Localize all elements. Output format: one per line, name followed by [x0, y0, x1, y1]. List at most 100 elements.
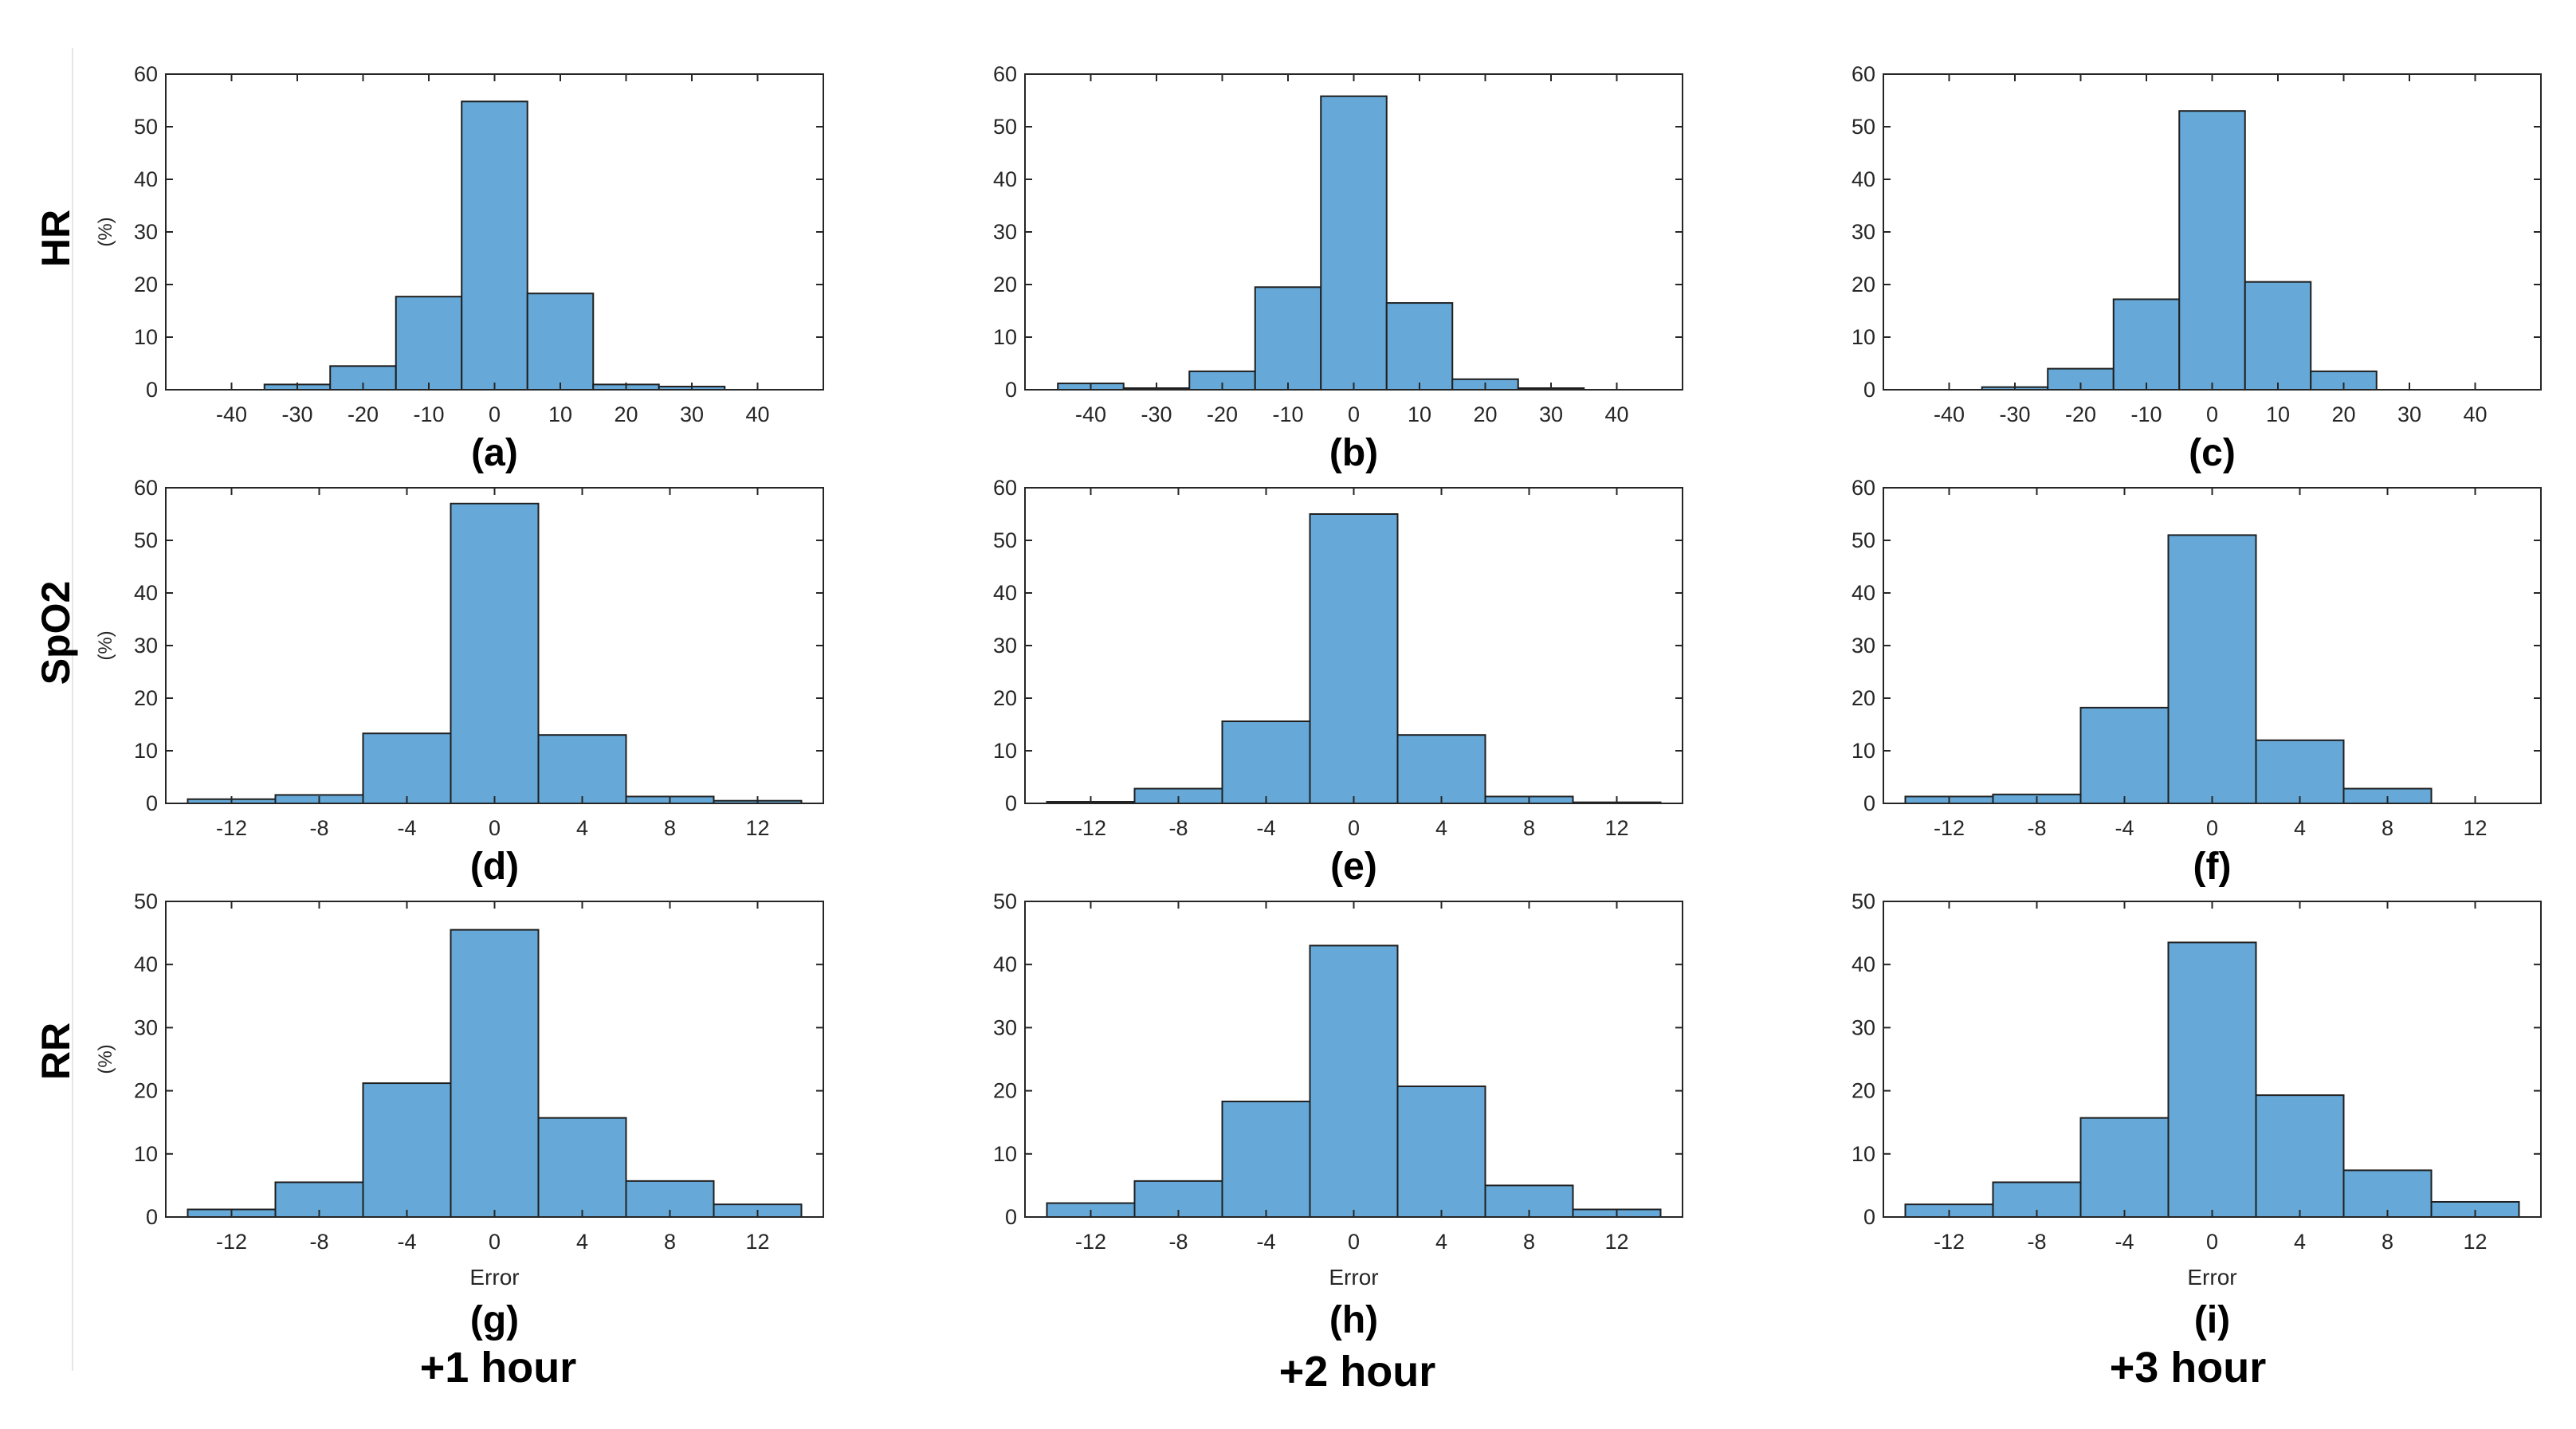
y-tick-label: 10	[993, 739, 1017, 763]
x-tick-label: -20	[1207, 402, 1238, 426]
y-tick-label: 20	[1852, 686, 1875, 710]
x-tick-label: -30	[1141, 402, 1172, 426]
histogram-bar	[1396, 1085, 1486, 1219]
x-tick-label: 12	[1604, 1230, 1628, 1254]
x-tick-label: 4	[2294, 1230, 2306, 1254]
x-tick-label: 12	[2463, 1230, 2487, 1254]
y-tick-label: 0	[1863, 791, 1875, 815]
y-tick-label: 50	[134, 889, 158, 913]
x-tick-label: 4	[2294, 816, 2306, 840]
x-tick-label: 0	[1348, 1230, 1360, 1254]
y-tick-label: 10	[1852, 325, 1875, 349]
panel-label: (f)	[2193, 846, 2232, 888]
x-tick-label: 12	[2463, 816, 2487, 840]
x-tick-label: -8	[1168, 1230, 1188, 1254]
histogram-panel: 0 10 20 30 40 50 60 -40 -30 -20 -10 0 10 20 30 40 (b)	[993, 62, 1683, 474]
histogram-panel: 0 10 20 30 40 50 -12 -8 -4 0 4 8 12 Error (i)	[1852, 889, 2542, 1341]
y-tick-label: 30	[1852, 220, 1875, 244]
x-tick-label: -12	[1075, 1230, 1106, 1254]
y-tick-label: 40	[993, 952, 1017, 976]
y-tick-label: 0	[1863, 1205, 1875, 1229]
y-tick-label: 60	[993, 62, 1017, 86]
y-tick-label: 50	[993, 115, 1017, 139]
y-tick-label: 20	[1852, 1079, 1875, 1103]
y-tick-label: 20	[993, 1079, 1017, 1103]
x-tick-label: -30	[1999, 402, 2030, 426]
y-axis-label: (%)	[95, 1044, 116, 1074]
x-axis-label: Error	[2187, 1265, 2236, 1290]
x-tick-label: 12	[745, 1230, 769, 1254]
histogram-bar	[2079, 706, 2170, 805]
x-tick-label: 0	[1348, 402, 1360, 426]
y-tick-label: 50	[1852, 528, 1875, 552]
histogram-panel: 0 10 20 30 40 50 -12 -8 -4 0 4 8 12 Error (h)	[993, 889, 1683, 1341]
x-tick-label: 8	[2382, 816, 2393, 840]
y-tick-label: 30	[993, 634, 1017, 658]
histogram-panel: 0 10 20 30 40 50 60 -12 -8 -4 0 4 8 12 (e)	[993, 476, 1683, 888]
histogram-bar	[2255, 739, 2345, 804]
y-tick-label: 50	[134, 115, 158, 139]
y-tick-label: 10	[134, 1142, 158, 1166]
y-tick-label: 30	[134, 1015, 158, 1039]
x-tick-label: -40	[1075, 402, 1106, 426]
x-tick-label: 4	[576, 1230, 588, 1254]
y-tick-label: 50	[1852, 115, 1875, 139]
x-tick-label: 20	[2331, 402, 2355, 426]
x-axis-label: Error	[1329, 1265, 1378, 1290]
histogram-bar	[537, 734, 627, 805]
histogram-bar	[461, 100, 528, 391]
x-tick-label: 40	[1604, 402, 1628, 426]
x-tick-label: -4	[2115, 816, 2134, 840]
panel-label: (c)	[2189, 432, 2236, 474]
histogram-bar	[1309, 513, 1399, 804]
histogram-panel: 0 10 20 30 40 50 60 -12 -8 -4 0 4 8 12 (f)	[1852, 476, 2542, 888]
y-tick-label: 30	[993, 1015, 1017, 1039]
y-tick-label: 40	[993, 581, 1017, 605]
y-tick-label: 0	[1005, 1205, 1017, 1229]
y-tick-label: 60	[1852, 476, 1875, 500]
histogram-bar	[1254, 286, 1322, 391]
x-tick-label: 8	[1523, 816, 1535, 840]
histogram-bar	[274, 1181, 364, 1218]
x-tick-label: 10	[2266, 402, 2290, 426]
panel-label: (b)	[1329, 432, 1378, 474]
x-tick-label: -20	[2065, 402, 2096, 426]
histogram-bar	[362, 1082, 452, 1218]
x-tick-label: -8	[309, 1230, 328, 1254]
y-tick-label: 50	[993, 889, 1017, 913]
x-tick-label: 8	[664, 816, 676, 840]
x-tick-label: 12	[1604, 816, 1628, 840]
y-tick-label: 40	[1852, 581, 1875, 605]
left-divider	[72, 48, 73, 1371]
histogram-bar	[2178, 110, 2246, 391]
panel-label: (e)	[1330, 846, 1377, 888]
x-tick-label: 4	[1435, 816, 1447, 840]
y-axis-label: (%)	[95, 630, 116, 660]
histogram-panel: 0 10 20 30 40 50 60 -40 -30 -20 -10 0 10 20 30 40 (c)	[1852, 62, 2542, 474]
histogram-bar	[395, 296, 463, 391]
y-tick-label: 0	[1005, 791, 1017, 815]
x-tick-label: 8	[664, 1230, 676, 1254]
y-tick-label: 30	[993, 220, 1017, 244]
column-label-plus-1-hour: +1 hour	[419, 1344, 577, 1392]
x-tick-label: -8	[1168, 816, 1188, 840]
histogram-panel: 0 10 20 30 40 50 60 -40 -30 -20 -10 0 10 20 30 40 (%) (a)	[95, 62, 824, 474]
y-tick-label: 20	[134, 273, 158, 296]
y-tick-label: 0	[146, 378, 158, 402]
x-tick-label: 0	[489, 402, 501, 426]
histogram-panel: 0 10 20 30 40 50 -12 -8 -4 0 4 8 12 (%) Error (g)	[95, 889, 824, 1341]
x-tick-label: -10	[1272, 402, 1303, 426]
y-tick-label: 60	[1852, 62, 1875, 86]
y-tick-label: 0	[1863, 378, 1875, 402]
histogram-bar	[1309, 944, 1399, 1218]
histogram-bar	[450, 502, 540, 804]
x-tick-label: 10	[1408, 402, 1431, 426]
x-tick-label: 8	[1523, 1230, 1535, 1254]
histogram-bar	[450, 928, 540, 1218]
y-tick-label: 10	[1852, 1142, 1875, 1166]
x-tick-label: 0	[1348, 816, 1360, 840]
x-tick-label: -4	[397, 816, 416, 840]
y-tick-label: 0	[1005, 378, 1017, 402]
